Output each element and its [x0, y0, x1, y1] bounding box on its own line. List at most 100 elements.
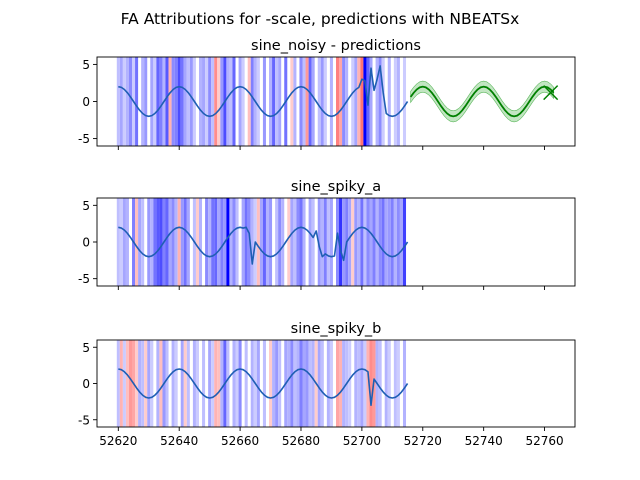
- attribution-band: [183, 340, 187, 427]
- attribution-band: [180, 57, 184, 146]
- attribution-band: [244, 340, 248, 427]
- ytick-label: 5: [82, 58, 90, 72]
- attribution-band: [393, 198, 397, 286]
- attribution-band: [202, 57, 206, 146]
- attribution-band: [369, 57, 373, 146]
- attribution-band: [125, 340, 129, 427]
- attribution-band: [305, 57, 309, 146]
- attribution-band: [363, 340, 367, 427]
- attribution-band: [208, 198, 212, 286]
- attribution-band: [357, 57, 361, 146]
- attribution-band: [342, 340, 346, 427]
- attribution-band: [275, 198, 279, 286]
- attribution-band: [217, 198, 221, 286]
- attribution-band: [317, 57, 321, 146]
- xtick-label: 52680: [282, 434, 320, 448]
- attribution-band: [317, 340, 321, 427]
- attribution-band: [326, 198, 330, 286]
- attribution-band: [375, 57, 379, 146]
- attribution-band: [186, 57, 190, 146]
- plot-area: [116, 198, 409, 286]
- attribution-band: [247, 198, 251, 286]
- attribution-band: [387, 198, 391, 286]
- attribution-band: [174, 198, 178, 286]
- subplot-1: -5 0 5 sine_noisy - predictions: [78, 38, 576, 150]
- attribution-band: [363, 57, 367, 146]
- attribution-band: [269, 198, 273, 286]
- attribution-band: [177, 57, 181, 146]
- attribution-band: [241, 57, 245, 146]
- attribution-band: [326, 340, 330, 427]
- attribution-band: [141, 57, 145, 146]
- attribution-band: [195, 340, 199, 427]
- xtick-label: 52640: [160, 434, 198, 448]
- forecast-line: [409, 85, 555, 118]
- attribution-band: [281, 198, 285, 286]
- attribution-band: [150, 340, 154, 427]
- attribution-band: [156, 57, 160, 146]
- attribution-band: [393, 57, 397, 146]
- attribution-band: [323, 57, 327, 146]
- attribution-band: [357, 198, 361, 286]
- xtick-label: 52720: [404, 434, 442, 448]
- attribution-band: [354, 57, 358, 146]
- subplot-title: sine_noisy - predictions: [251, 38, 421, 54]
- attribution-band: [156, 340, 160, 427]
- attribution-band: [369, 340, 373, 427]
- attribution-band: [308, 340, 312, 427]
- attribution-band: [299, 340, 303, 427]
- attribution-band: [238, 57, 242, 146]
- attribution-band: [217, 57, 221, 146]
- attribution-band: [229, 57, 233, 146]
- attribution-band: [299, 198, 303, 286]
- attribution-band: [339, 57, 343, 146]
- attribution-band: [125, 198, 129, 286]
- attribution-band: [189, 57, 193, 146]
- attribution-band: [198, 198, 203, 286]
- attribution-band: [293, 57, 297, 146]
- attribution-band: [135, 57, 139, 146]
- attribution-band: [186, 340, 190, 427]
- attribution-band: [214, 340, 218, 427]
- ytick-label: 0: [82, 95, 90, 109]
- attribution-band: [381, 198, 385, 286]
- attribution-band: [156, 198, 160, 286]
- attribution-band: [214, 198, 218, 286]
- attribution-band: [302, 57, 306, 146]
- attribution-band: [265, 198, 270, 286]
- attribution-band: [396, 340, 400, 427]
- forecast-marker: [543, 85, 559, 101]
- attribution-band: [363, 198, 367, 286]
- attribution-band: [290, 57, 294, 146]
- plot-area: [116, 340, 409, 427]
- attribution-band: [168, 198, 172, 286]
- ytick-label: -5: [78, 413, 90, 427]
- attribution-band: [183, 198, 187, 286]
- attribution-band: [226, 198, 230, 286]
- attribution-band: [360, 198, 364, 286]
- attribution-band: [205, 198, 209, 286]
- attribution-band: [302, 198, 306, 286]
- attribution-band: [220, 340, 224, 427]
- attribution-band: [256, 198, 260, 286]
- attribution-band: [122, 57, 126, 146]
- attribution-band: [159, 198, 163, 286]
- ytick-label: 5: [82, 199, 90, 213]
- attribution-band: [122, 198, 126, 286]
- attribution-band: [202, 340, 206, 427]
- attribution-band: [250, 198, 254, 286]
- attribution-band: [138, 198, 142, 286]
- subplot-2: -5 0 5 sine_spiky_a: [78, 179, 576, 290]
- attribution-band: [360, 57, 364, 146]
- attribution-band: [287, 340, 291, 427]
- attribution-band: [329, 340, 333, 427]
- attribution-band: [262, 57, 266, 146]
- attribution-band: [269, 57, 273, 146]
- attribution-band: [256, 340, 260, 427]
- ytick-label: -5: [78, 132, 90, 146]
- attribution-band: [290, 198, 294, 286]
- subplot-title: sine_spiky_a: [291, 179, 381, 195]
- attribution-band: [378, 57, 382, 146]
- attribution-band: [211, 57, 215, 146]
- attribution-band: [214, 57, 218, 146]
